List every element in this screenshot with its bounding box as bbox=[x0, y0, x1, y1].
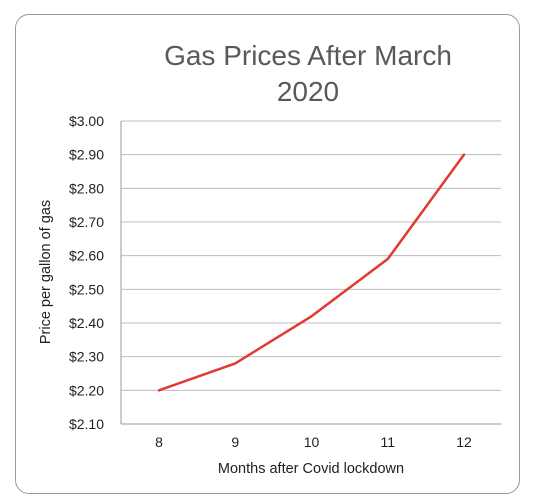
x-tick-label: 9 bbox=[231, 434, 239, 450]
y-tick-label: $3.00 bbox=[69, 113, 104, 129]
y-tick-label: $2.90 bbox=[69, 147, 104, 163]
y-tick-label: $2.10 bbox=[69, 416, 104, 432]
axes bbox=[120, 121, 501, 425]
y-axis-label: Price per gallon of gas bbox=[38, 200, 54, 344]
x-tick-label: 8 bbox=[155, 434, 163, 450]
y-tick-label: $2.20 bbox=[69, 382, 104, 398]
series-line bbox=[157, 153, 466, 392]
x-tick-labels: 8 9 10 11 12 bbox=[155, 434, 472, 450]
y-tick-labels: $2.10 $2.20 $2.30 $2.40 $2.50 $2.60 $2.70 $2.80… bbox=[69, 113, 104, 432]
x-axis-label: Months after Covid lockdown bbox=[218, 461, 404, 477]
chart-frame bbox=[15, 14, 520, 494]
x-tick-label: 10 bbox=[304, 434, 320, 450]
y-tick-label: $2.40 bbox=[69, 315, 104, 331]
gridlines bbox=[121, 120, 501, 391]
chart-title-line-2: 2020 bbox=[277, 76, 339, 107]
chart-title-line-1: Gas Prices After March bbox=[164, 40, 452, 71]
y-tick-label: $2.50 bbox=[69, 281, 104, 297]
y-tick-label: $2.80 bbox=[69, 180, 104, 196]
y-tick-label: $2.70 bbox=[69, 214, 104, 230]
x-tick-label: 12 bbox=[456, 434, 472, 450]
y-tick-label: $2.30 bbox=[69, 349, 104, 365]
x-tick-label: 11 bbox=[380, 434, 395, 450]
y-tick-label: $2.60 bbox=[69, 248, 104, 264]
series-layer bbox=[157, 153, 466, 392]
